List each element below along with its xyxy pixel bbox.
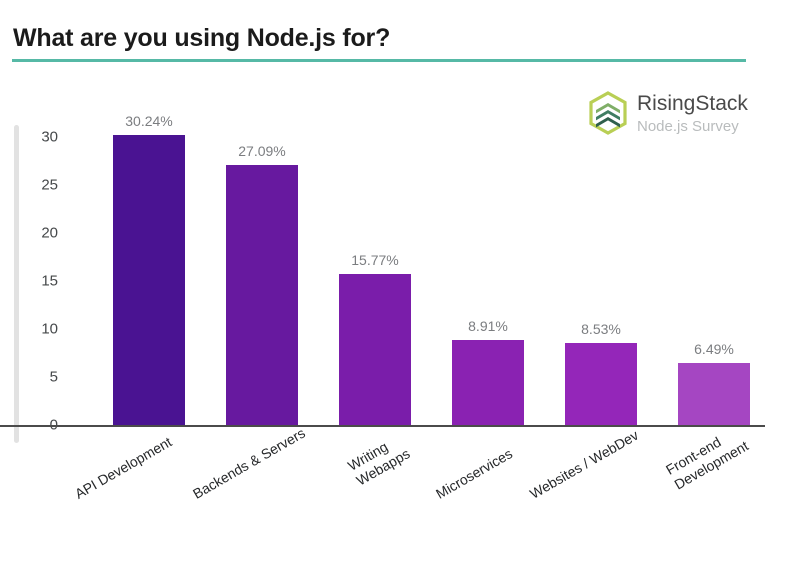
y-axis-tick: 15 (41, 272, 58, 290)
bar[interactable] (339, 273, 411, 425)
bar[interactable] (226, 165, 298, 425)
bar-group[interactable]: 8.91% (452, 118, 524, 425)
page-title: What are you using Node.js for? (13, 24, 391, 52)
bar[interactable] (678, 362, 750, 425)
x-axis-labels: API Development Backends & Servers Writing… (0, 425, 800, 566)
y-axis-tick: 30 (41, 128, 58, 146)
bar-group[interactable]: 27.09% (226, 118, 298, 425)
bar[interactable] (452, 339, 524, 425)
bar-value-label: 30.24% (125, 112, 173, 129)
bar-value-label: 6.49% (694, 340, 734, 357)
bar[interactable] (113, 134, 185, 425)
bars-container: 30.24% 27.09% 15.77% 8.91% 8.53% 6.49% (0, 113, 800, 425)
x-axis-category-label: API Development (72, 433, 175, 502)
bar-value-label: 15.77% (351, 251, 399, 268)
y-axis-tick: 10 (41, 320, 58, 338)
x-axis-baseline (0, 425, 765, 427)
bar-group[interactable]: 30.24% (113, 113, 185, 425)
y-axis-tick: 25 (41, 176, 58, 194)
y-axis-tick: 5 (49, 368, 58, 386)
header: What are you using Node.js for? (0, 0, 800, 70)
risingstack-hexagon-icon (587, 91, 629, 135)
bar[interactable] (565, 343, 637, 425)
y-axis-tick: 20 (41, 224, 58, 242)
x-axis-category-label: Microservices (433, 445, 516, 502)
bar-chart: 051015202530 30.24%27.09%15.77%8.91%8.53… (0, 113, 800, 448)
logo-brand-name: RisingStack (637, 92, 748, 115)
y-axis: 051015202530 (24, 118, 58, 434)
bar-group[interactable]: 6.49% (678, 118, 750, 425)
bar-group[interactable]: 15.77% (339, 118, 411, 425)
x-axis-category-label: Writing Webapps (345, 438, 413, 489)
bar-value-label: 8.91% (468, 317, 508, 334)
risingstack-logo: RisingStack Node.js Survey (587, 90, 767, 142)
bar-value-label: 27.09% (238, 143, 286, 160)
vertical-scrollbar[interactable] (14, 125, 19, 443)
logo-subtitle: Node.js Survey (637, 118, 739, 135)
bar-group[interactable]: 8.53% (565, 118, 637, 425)
logo-text: RisingStack Node.js Survey (637, 92, 767, 136)
bar-value-label: 8.53% (581, 321, 621, 338)
title-divider (12, 59, 746, 62)
